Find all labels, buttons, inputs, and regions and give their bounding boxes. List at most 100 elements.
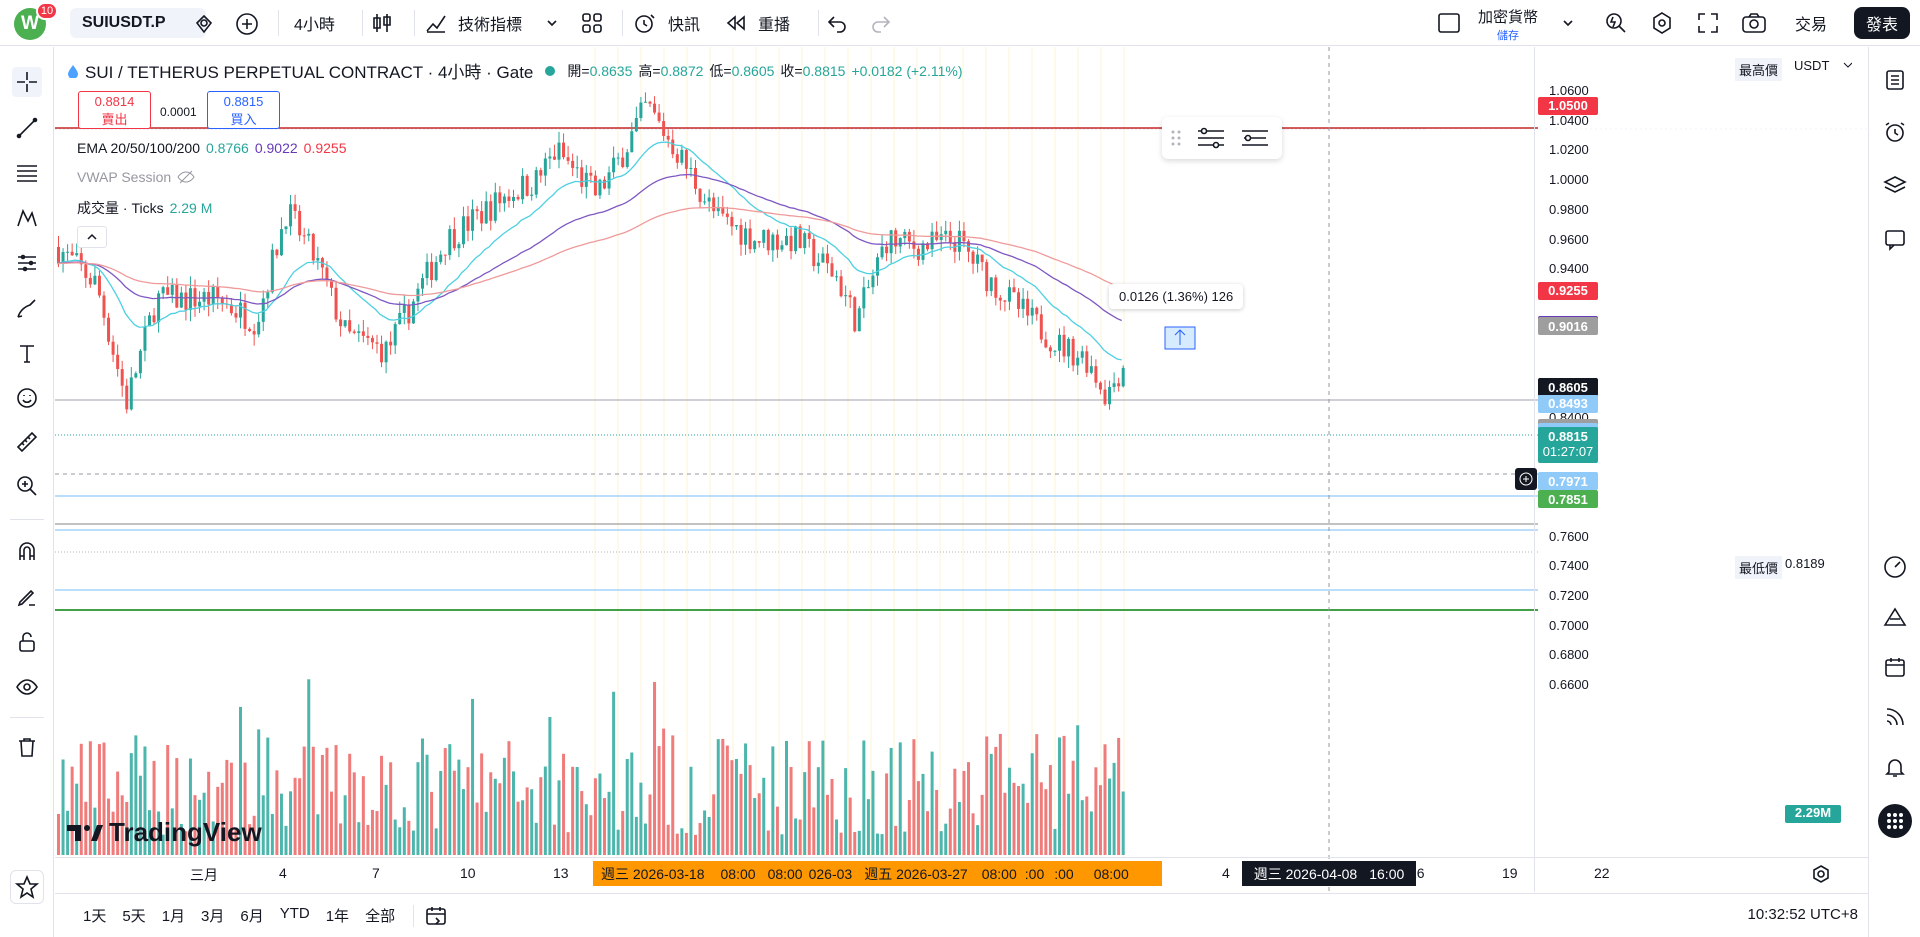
candle-body bbox=[794, 226, 798, 252]
replay-button[interactable]: 重播 bbox=[758, 17, 791, 34]
candle-body bbox=[102, 295, 106, 318]
volume-bar bbox=[352, 772, 356, 855]
currency-selector[interactable]: USDT bbox=[1788, 53, 1852, 77]
timeframe-button[interactable]: 全部 bbox=[365, 908, 396, 925]
sell-button[interactable]: 0.8814 賣出 bbox=[78, 91, 151, 129]
brush-icon[interactable] bbox=[12, 293, 42, 323]
layouts-icon[interactable] bbox=[580, 11, 604, 35]
layers-icon[interactable] bbox=[1880, 171, 1910, 201]
line-style-icon[interactable] bbox=[1240, 125, 1270, 151]
date-range-icon[interactable] bbox=[424, 905, 448, 927]
fib-retracement-icon[interactable] bbox=[12, 158, 42, 188]
buy-button[interactable]: 0.8815 買入 bbox=[207, 91, 280, 129]
price-chart[interactable] bbox=[55, 47, 1868, 892]
lock-icon[interactable] bbox=[12, 627, 42, 657]
text-tool-icon[interactable] bbox=[12, 338, 42, 368]
volume-bar bbox=[61, 759, 65, 855]
candle-body bbox=[907, 231, 911, 242]
volume-bar bbox=[284, 825, 288, 855]
add-symbol-icon[interactable] bbox=[235, 12, 259, 36]
vwap-legend[interactable]: VWAP Session bbox=[77, 169, 195, 185]
clock-display[interactable]: 10:32:52 UTC+8 bbox=[1747, 906, 1859, 923]
settings-gear-icon[interactable] bbox=[1650, 11, 1674, 35]
save-label[interactable]: 儲存 bbox=[1497, 30, 1519, 42]
drag-handle-icon[interactable] bbox=[1170, 128, 1182, 148]
speedometer-icon[interactable] bbox=[1880, 552, 1910, 582]
volume-legend[interactable]: 成交量 · Ticks 2.29 M bbox=[77, 198, 212, 218]
replay-icon[interactable] bbox=[725, 12, 747, 34]
high-value: 0.8872 bbox=[660, 62, 704, 79]
indicators-button[interactable]: 技術指標 bbox=[458, 17, 523, 34]
symbol-search-button[interactable]: SUIUSDT.P bbox=[70, 8, 206, 38]
undo-icon[interactable] bbox=[826, 12, 848, 34]
calendar-icon[interactable] bbox=[1880, 652, 1910, 682]
emoji-icon[interactable] bbox=[12, 383, 42, 413]
volume-bar bbox=[598, 773, 602, 855]
fullscreen-icon[interactable] bbox=[1696, 11, 1720, 35]
edit-lock-icon[interactable] bbox=[12, 582, 42, 612]
tradingview-watermark[interactable]: TradingView bbox=[67, 817, 262, 848]
buy-label: 買入 bbox=[230, 112, 257, 127]
layout-square-icon[interactable] bbox=[1437, 11, 1461, 35]
hidden-eye-icon[interactable] bbox=[177, 170, 195, 184]
ema-legend[interactable]: EMA 20/50/100/200 0.8766 0.9022 0.9255 bbox=[77, 140, 346, 156]
layout-name-button[interactable]: 加密貨幣 儲存 bbox=[1478, 6, 1538, 43]
timeframe-button[interactable]: YTD bbox=[279, 905, 310, 922]
volume-bar bbox=[507, 741, 511, 855]
trend-line-icon[interactable] bbox=[12, 113, 42, 143]
quick-search-icon[interactable] bbox=[1604, 11, 1628, 35]
timeframe-button[interactable]: 1年 bbox=[325, 908, 350, 925]
axis-settings-gear-icon[interactable] bbox=[1812, 865, 1830, 883]
collapse-legend-button[interactable] bbox=[77, 226, 107, 248]
alert-clock-icon[interactable] bbox=[632, 11, 658, 35]
timeframe-button[interactable]: 5天 bbox=[122, 908, 146, 925]
line-settings-icon[interactable] bbox=[1196, 125, 1226, 151]
highlight-time-4: 08:00 bbox=[981, 865, 1017, 882]
pattern-icon[interactable] bbox=[12, 203, 42, 233]
timeframe-button[interactable]: 3月 bbox=[201, 908, 225, 925]
alerts-button[interactable]: 快訊 bbox=[668, 17, 701, 34]
alarm-clock-icon[interactable] bbox=[1880, 117, 1910, 147]
publish-button[interactable]: 發表 bbox=[1853, 7, 1910, 39]
ruler-icon[interactable] bbox=[12, 427, 42, 457]
bottom-toolbar: 1天 5天 1月 3月 6月 YTD 1年 全部 10:32:52 UTC+8 bbox=[55, 893, 1868, 937]
camera-icon[interactable] bbox=[1741, 11, 1767, 35]
timeframe-button[interactable]: 6月 bbox=[240, 908, 264, 925]
timeframe-button[interactable]: 1天 bbox=[83, 908, 107, 925]
chart-pane[interactable]: SUI / TETHERUS PERPETUAL CONTRACT · 4小時 … bbox=[55, 47, 1868, 892]
chevron-down-icon[interactable] bbox=[545, 16, 559, 30]
chat-icon[interactable] bbox=[1880, 225, 1910, 255]
apps-grid-icon[interactable] bbox=[1878, 804, 1912, 838]
highlight-left-date: 週三 2026-03-18 bbox=[601, 865, 705, 882]
chevron-down-icon[interactable] bbox=[1561, 16, 1575, 30]
symbol-compare-icon[interactable] bbox=[193, 13, 215, 35]
favorites-star-icon[interactable] bbox=[10, 870, 44, 904]
add-alert-button[interactable] bbox=[1515, 468, 1537, 490]
watchlist-icon[interactable] bbox=[1880, 65, 1910, 95]
zoom-in-icon[interactable] bbox=[12, 471, 42, 501]
timeframe-button[interactable]: 1月 bbox=[161, 908, 186, 925]
volume-bar bbox=[480, 753, 484, 855]
crosshair-icon[interactable] bbox=[12, 67, 42, 97]
volume-bar bbox=[967, 762, 970, 855]
volume-bar bbox=[935, 789, 939, 855]
indicators-icon[interactable] bbox=[424, 11, 448, 35]
candles-icon[interactable] bbox=[370, 11, 394, 35]
ideas-icon[interactable] bbox=[1880, 602, 1910, 632]
broadcast-icon[interactable] bbox=[1880, 702, 1910, 732]
notifications-bell-icon[interactable] bbox=[1880, 752, 1910, 782]
prediction-icon[interactable] bbox=[12, 248, 42, 278]
highlight-time-2: 08:00 bbox=[767, 865, 803, 882]
legend-title-row[interactable]: SUI / TETHERUS PERPETUAL CONTRACT · 4小時 … bbox=[67, 58, 962, 83]
interval-button[interactable]: 4小時 bbox=[294, 17, 335, 34]
volume-bar bbox=[962, 770, 966, 855]
candle-body bbox=[876, 257, 879, 276]
trade-button[interactable]: 交易 bbox=[1795, 17, 1828, 34]
magnet-icon[interactable] bbox=[12, 537, 42, 567]
trash-icon[interactable] bbox=[12, 732, 42, 762]
floating-drawing-toolbar[interactable] bbox=[1162, 117, 1282, 159]
volume-bar bbox=[88, 741, 92, 855]
candle-body bbox=[220, 297, 224, 304]
eye-icon[interactable] bbox=[12, 672, 42, 702]
notification-badge[interactable]: 10 bbox=[36, 2, 58, 20]
